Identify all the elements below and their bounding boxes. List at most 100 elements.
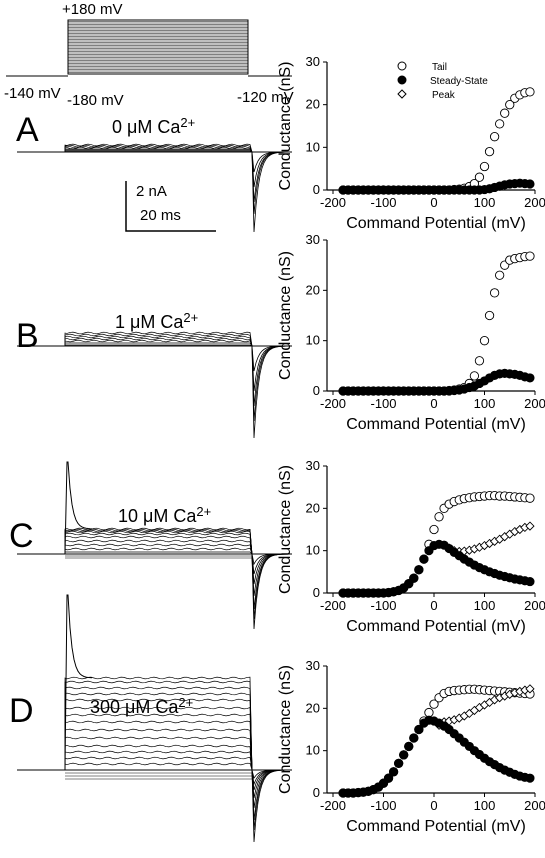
data-point-tail: [474, 356, 485, 366]
current-trace: [64, 744, 253, 771]
y-axis-label: Conductance (nS): [277, 465, 294, 594]
data-point-tail: [429, 524, 439, 535]
current-traces-a: [17, 143, 292, 233]
data-point-steady-state: [414, 724, 424, 735]
x-axis-label: Command Potential (mV): [346, 818, 526, 835]
data-point-steady-state: [525, 773, 535, 783]
y-tick-label: 30: [306, 54, 320, 69]
y-tick-label: 10: [306, 333, 320, 348]
data-point-peak: [525, 521, 535, 531]
current-trace: [64, 762, 253, 771]
data-point-steady-state: [388, 767, 399, 777]
legend-marker-steady-state: [397, 75, 407, 85]
y-tick-label: 10: [306, 743, 320, 758]
legend-marker-peak: [397, 89, 407, 99]
condition-label-d: 300 μM Ca2+: [90, 695, 193, 717]
current-trace: [64, 528, 253, 555]
y-tick-label: 30: [306, 458, 320, 473]
data-point-tail: [479, 161, 490, 172]
y-tick-label: 30: [306, 232, 320, 247]
data-point-steady-state: [409, 573, 419, 583]
data-point-tail: [484, 146, 495, 157]
data-point-tail: [494, 270, 505, 280]
series-tail: [338, 87, 535, 195]
series-peak: [434, 684, 535, 730]
x-tick-label: -100: [370, 195, 396, 210]
x-axis-label: Command Potential (mV): [346, 618, 526, 635]
data-point-steady-state: [525, 576, 535, 587]
current-trace: [64, 680, 253, 771]
current-trace: [64, 527, 253, 555]
y-axis-label: Conductance (nS): [277, 251, 294, 380]
data-point-tail: [469, 371, 480, 381]
x-tick-label: 200: [524, 195, 545, 210]
y-tick-label: 0: [313, 182, 320, 197]
current-trace: [64, 706, 253, 771]
current-trace: [64, 676, 253, 771]
data-point-tail: [474, 172, 485, 182]
data-point-tail: [484, 310, 495, 321]
current-trace: [64, 150, 253, 153]
data-point-steady-state: [404, 741, 414, 752]
current-trace: [64, 333, 253, 347]
data-point-tail: [479, 336, 490, 346]
current-trace: [64, 337, 253, 347]
x-tick-label: 0: [430, 598, 437, 613]
data-point-steady-state: [394, 758, 404, 768]
data-point-tail: [525, 493, 535, 503]
series-steady-state: [338, 178, 535, 195]
panel-letter-b: B: [16, 317, 39, 355]
y-axis-label: Conductance (nS): [277, 62, 294, 191]
data-point-steady-state: [409, 733, 419, 743]
x-tick-label: -200: [320, 598, 346, 613]
series-peak: [444, 521, 535, 557]
current-trace: [64, 339, 253, 347]
current-trace: [64, 149, 253, 153]
current-trace: [64, 143, 253, 153]
panel-letter-a: A: [16, 111, 39, 149]
series-steady-state: [338, 539, 535, 598]
current-trace: [64, 756, 253, 771]
data-point-tail: [525, 251, 535, 261]
current-trace: [64, 692, 253, 771]
data-point-tail: [434, 512, 444, 522]
y-tick-label: 0: [313, 785, 320, 800]
current-trace: [64, 736, 253, 771]
x-tick-label: 200: [524, 396, 545, 411]
x-tick-label: 100: [474, 798, 496, 813]
data-point-tail: [525, 87, 535, 97]
current-traces-d: [17, 594, 292, 843]
legend-label-peak: Peak: [432, 90, 456, 101]
legend: Tail Steady-State Peak: [397, 61, 488, 101]
data-point-steady-state: [525, 179, 535, 189]
current-trace: [64, 543, 253, 555]
series-steady-state: [338, 368, 535, 396]
x-tick-label: 200: [524, 798, 545, 813]
current-trace: [64, 335, 253, 347]
y-tick-label: 30: [306, 658, 320, 673]
legend-label-tail: Tail: [432, 62, 447, 73]
x-tick-label: -200: [320, 396, 346, 411]
conductance-plot-a: -200 -100 0 100 200 0 10 20 30 Command Potential …: [277, 54, 545, 232]
scale-bar-current-label: 2 nA: [136, 183, 167, 200]
legend-label-steady-state: Steady-State: [430, 76, 488, 87]
x-tick-label: -200: [320, 798, 346, 813]
voltage-protocol: +180 mV -140 mV -180 mV -120 mV: [4, 1, 294, 109]
y-tick-label: 20: [306, 500, 320, 515]
x-axis-label: Command Potential (mV): [346, 215, 526, 232]
data-point-steady-state: [525, 373, 535, 383]
data-point-tail: [500, 108, 510, 118]
conductance-plot-d: -200 -100 0 100 200 0 10 20 30 Command Potential …: [277, 658, 545, 835]
x-tick-label: 100: [474, 396, 496, 411]
current-trace: [64, 344, 253, 347]
current-trace: [64, 535, 253, 555]
protocol-step-start-label: -180 mV: [67, 92, 124, 109]
current-trace: [64, 728, 253, 771]
data-point-tail: [429, 699, 439, 709]
current-traces-c: [17, 461, 292, 630]
data-point-steady-state: [399, 750, 409, 760]
current-trace: [64, 698, 253, 771]
data-point-tail: [489, 288, 500, 298]
data-point-peak: [525, 684, 535, 694]
